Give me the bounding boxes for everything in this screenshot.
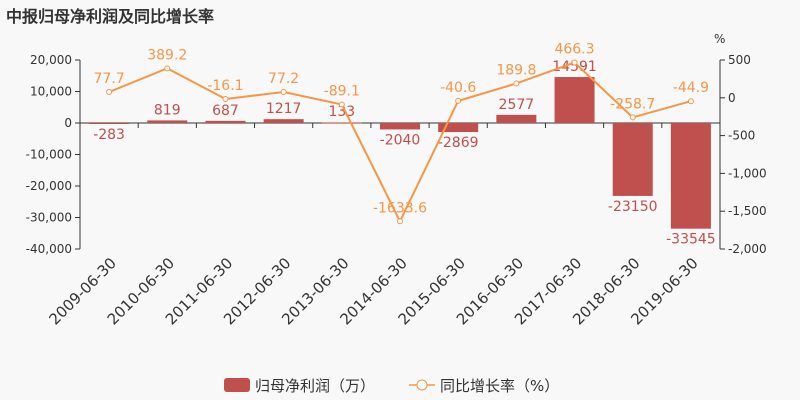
- line-point: [338, 101, 345, 108]
- bar: [89, 123, 130, 124]
- line-point: [106, 88, 113, 95]
- line-point: [571, 59, 578, 66]
- bar-data-label: 687: [212, 103, 239, 119]
- left-tick-label: -40,000: [26, 242, 72, 256]
- bar-data-label: -283: [93, 127, 125, 143]
- line-data-label: 77.7: [94, 71, 125, 87]
- right-tick-label: -1,500: [728, 204, 767, 218]
- left-tick-label: 10,000: [30, 85, 72, 99]
- chart-title: 中报归母净利润及同比增长率: [6, 7, 215, 26]
- right-tick-label: 500: [728, 53, 751, 67]
- left-tick-label: -30,000: [26, 211, 72, 225]
- bar-data-label: -33545: [666, 232, 716, 248]
- line-point: [280, 88, 287, 95]
- right-tick-label: -500: [728, 129, 755, 143]
- line-point: [164, 65, 171, 72]
- bar-data-label: 1217: [266, 101, 302, 117]
- line-point: [513, 80, 520, 87]
- bar-data-label: -23150: [608, 199, 658, 215]
- right-tick-label: -1,000: [728, 166, 767, 180]
- bar: [380, 123, 420, 130]
- line-data-label: -89.1: [324, 84, 360, 100]
- line-data-label: -1633.6: [373, 200, 427, 216]
- bar: [205, 120, 246, 123]
- bar-data-label: 14591: [552, 59, 597, 75]
- bar-data-label: -2869: [438, 135, 479, 151]
- line-data-label: 189.8: [496, 62, 536, 78]
- left-tick-label: 0: [64, 116, 72, 130]
- line-point: [455, 97, 462, 104]
- line-point: [687, 98, 694, 105]
- line-point: [629, 114, 636, 121]
- left-tick-label: -10,000: [26, 148, 72, 162]
- line-point: [397, 218, 403, 225]
- right-tick-label: 0: [728, 91, 736, 105]
- bar: [321, 122, 362, 124]
- bar-data-label: 819: [154, 102, 181, 118]
- bar: [496, 114, 537, 123]
- line-data-label: -44.9: [673, 80, 709, 96]
- right-axis-label: %: [714, 32, 725, 46]
- line-data-label: 389.2: [147, 47, 187, 63]
- legend-bar-label: 归母净利润（万）: [255, 377, 375, 395]
- right-tick-label: -2,000: [728, 242, 767, 256]
- bar: [612, 123, 653, 196]
- line-data-label: -40.6: [440, 80, 476, 96]
- bar-data-label: 2577: [499, 97, 535, 113]
- legend-line-marker: [416, 379, 428, 391]
- bar: [438, 123, 479, 133]
- bar-data-label: -2040: [380, 132, 421, 148]
- left-tick-label: 20,000: [30, 53, 72, 67]
- line-data-label: 77.2: [268, 71, 299, 87]
- line-data-label: -16.1: [207, 78, 243, 94]
- line-data-label: 466.3: [554, 42, 594, 58]
- bar: [670, 123, 711, 229]
- bar: [554, 77, 595, 123]
- line-data-label: -258.7: [610, 96, 655, 112]
- bar: [147, 120, 188, 123]
- bar: [263, 119, 304, 123]
- left-tick-label: -20,000: [26, 179, 72, 193]
- legend-bar-swatch: [224, 378, 250, 392]
- legend-line-label: 同比增长率（%）: [440, 377, 559, 395]
- line-point: [222, 96, 229, 103]
